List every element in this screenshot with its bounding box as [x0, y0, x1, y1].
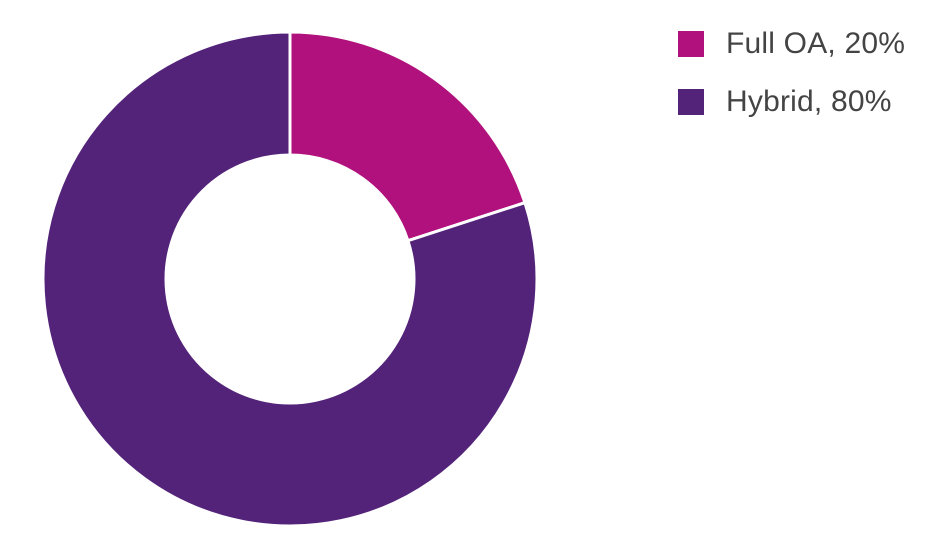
donut-slice-full-oa [288, 30, 527, 243]
legend-item-full-oa: Full OA, 20% [678, 22, 905, 66]
legend-label-full-oa: Full OA, 20% [726, 27, 906, 60]
legend-swatch-full-oa [678, 31, 704, 57]
legend-swatch-hybrid [678, 89, 704, 115]
donut-slice-hybrid [41, 30, 539, 528]
legend-label-hybrid: Hybrid, 80% [726, 85, 892, 118]
legend-item-hybrid: Hybrid, 80% [678, 80, 905, 124]
legend: Full OA, 20% Hybrid, 80% [678, 22, 905, 138]
